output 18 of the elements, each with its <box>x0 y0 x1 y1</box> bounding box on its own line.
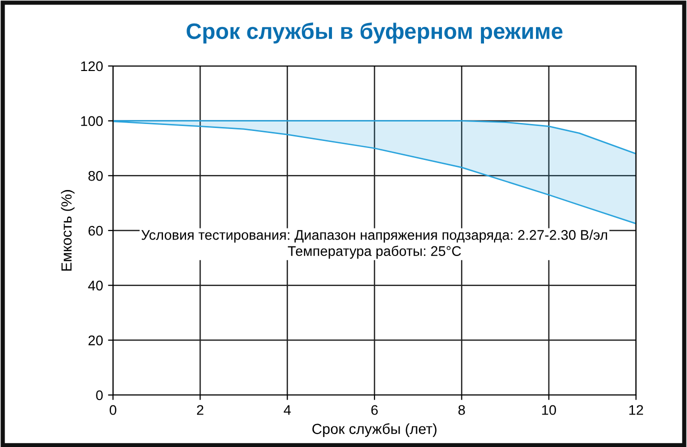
chart-title: Срок службы в буферном режиме <box>186 22 562 44</box>
x-tick-label: 8 <box>458 405 465 415</box>
x-tick-label: 6 <box>371 405 378 415</box>
annotation: Условия тестирования: Диапазон напряжения подзаряда: 2.27-2.30 В/эл Температура работы: 25°C <box>141 230 608 259</box>
y-tick-label: 60 <box>88 226 103 236</box>
x-tick-label: 2 <box>197 405 204 415</box>
y-tick-label: 120 <box>81 61 103 72</box>
x-tick-label: 10 <box>542 405 556 415</box>
y-tick-label: 0 <box>96 390 103 400</box>
x-tick-label: 0 <box>110 405 116 415</box>
x-axis-title: Срок службы (лет) <box>312 423 436 437</box>
y-tick-label: 100 <box>81 116 103 126</box>
y-axis-title: Емкость (%) <box>60 190 75 271</box>
x-tick-label: 12 <box>629 405 644 415</box>
y-tick-label: 80 <box>88 171 103 181</box>
x-tick-label: 4 <box>284 405 291 415</box>
y-tick-label: 20 <box>88 336 103 346</box>
y-tick-label: 40 <box>88 280 103 291</box>
